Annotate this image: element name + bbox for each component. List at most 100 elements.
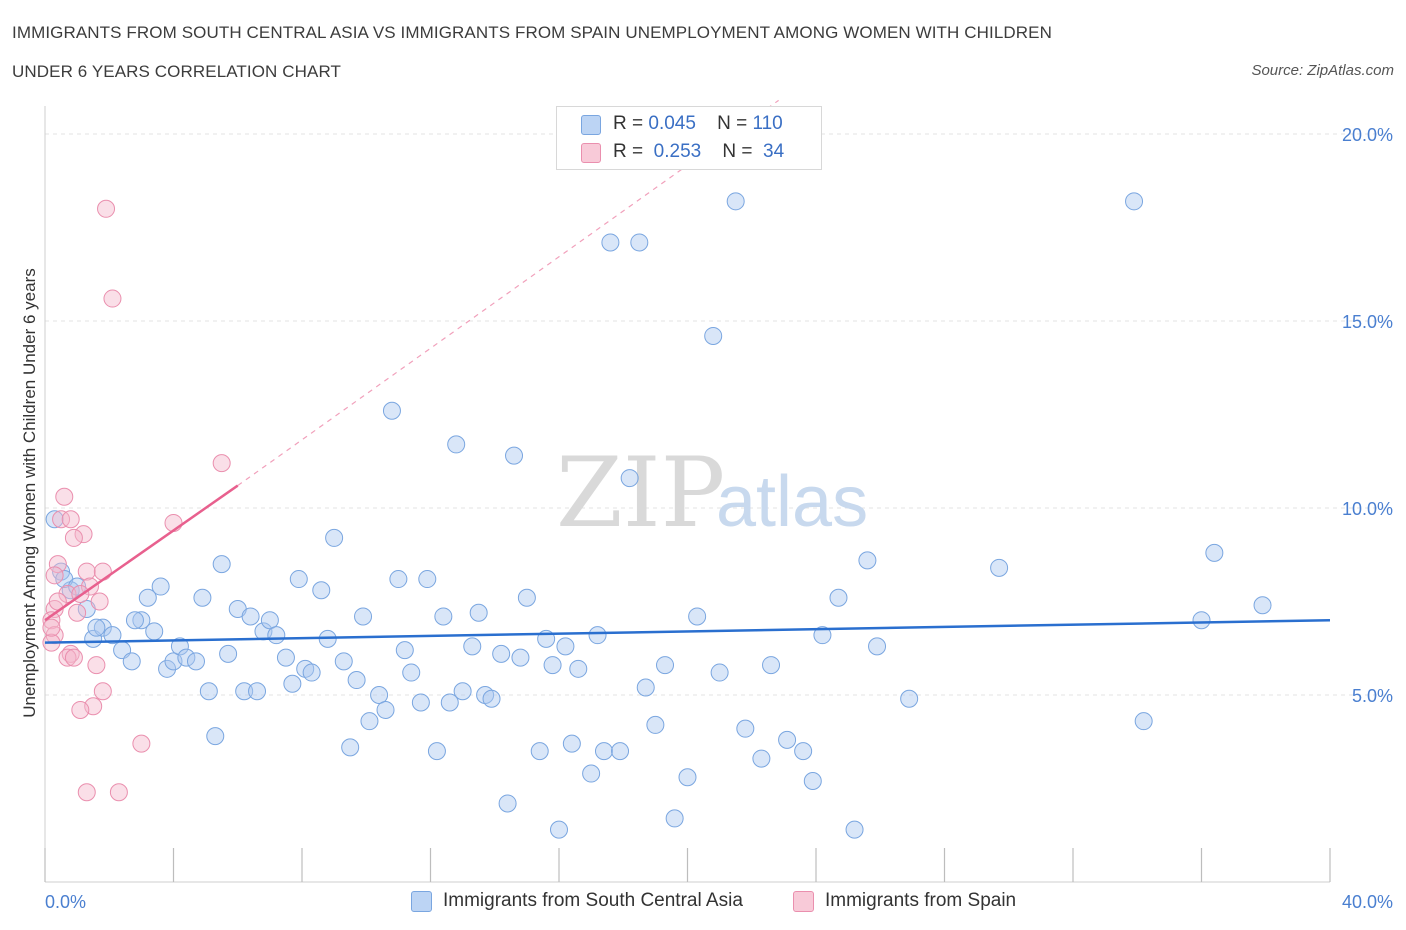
data-point-south-central-asia — [170, 637, 189, 656]
trend-line-spain — [44, 484, 239, 622]
trend-lines — [44, 99, 1331, 644]
data-point-south-central-asia — [1134, 712, 1153, 731]
data-point-south-central-asia — [517, 588, 536, 607]
data-point-spain — [164, 513, 183, 532]
data-point-south-central-asia — [630, 233, 649, 252]
legend-text-blue: R = 0.045 N = 110 — [613, 111, 783, 137]
data-point-south-central-asia — [132, 611, 151, 630]
data-point-south-central-asia — [206, 727, 225, 746]
data-point-south-central-asia — [482, 689, 501, 708]
data-point-south-central-asia — [302, 663, 321, 682]
data-point-south-central-asia — [248, 682, 267, 701]
data-point-south-central-asia — [193, 588, 212, 607]
tick-labels: 5.0% 10.0% 15.0% 20.0% 0.0% 40.0% — [45, 125, 1393, 912]
series-spain — [42, 199, 231, 802]
data-point-south-central-asia — [469, 603, 488, 622]
data-point-south-central-asia — [312, 581, 331, 600]
legend-label-south-central-asia: Immigrants from South Central Asia — [443, 890, 743, 911]
data-point-south-central-asia — [276, 648, 295, 667]
data-point-south-central-asia — [453, 682, 472, 701]
data-point-spain — [109, 783, 128, 802]
data-point-south-central-asia — [582, 764, 601, 783]
data-point-south-central-asia — [370, 686, 389, 704]
data-point-south-central-asia — [868, 637, 887, 656]
data-point-south-central-asia — [376, 700, 395, 719]
data-point-south-central-asia — [556, 637, 575, 656]
data-point-south-central-asia — [511, 648, 530, 667]
legend-n-blue: 110 — [752, 113, 783, 134]
data-point-south-central-asia — [212, 555, 231, 574]
data-point-south-central-asia — [900, 689, 919, 708]
y-tick-label: 10.0% — [1342, 499, 1393, 519]
data-point-south-central-asia — [382, 401, 401, 420]
data-point-south-central-asia — [588, 626, 607, 645]
data-point-south-central-asia — [752, 749, 771, 768]
data-point-south-central-asia — [199, 682, 218, 701]
data-point-south-central-asia — [347, 671, 366, 690]
data-point-spain — [42, 611, 61, 630]
data-point-south-central-asia — [778, 730, 797, 749]
data-point-south-central-asia — [289, 570, 308, 589]
data-point-south-central-asia — [1205, 543, 1224, 562]
y-tick-label: 20.0% — [1342, 125, 1393, 145]
data-point-south-central-asia — [87, 618, 106, 637]
correlation-legend: R = 0.045 N = 110 R = 0.253 N = 34 — [556, 106, 822, 170]
data-point-spain — [52, 510, 71, 529]
data-point-spain — [132, 734, 151, 753]
data-point-south-central-asia — [688, 607, 707, 626]
data-point-south-central-asia — [813, 626, 832, 645]
data-point-south-central-asia — [125, 611, 144, 630]
data-point-south-central-asia — [492, 644, 511, 663]
data-point-south-central-asia — [803, 772, 822, 791]
data-point-south-central-asia — [726, 192, 745, 211]
data-point-south-central-asia — [550, 820, 568, 839]
data-point-south-central-asia — [389, 570, 408, 589]
data-point-spain — [87, 656, 106, 675]
data-point-south-central-asia — [411, 693, 430, 712]
data-point-spain — [45, 566, 64, 585]
data-point-south-central-asia — [463, 637, 482, 656]
data-point-south-central-asia — [427, 742, 446, 761]
data-point-spain — [90, 592, 109, 611]
x-tick-label-max: 40.0% — [1342, 892, 1393, 912]
data-point-spain — [97, 199, 116, 218]
data-point-south-central-asia — [845, 820, 864, 839]
y-tick-label: 15.0% — [1342, 312, 1393, 332]
data-point-south-central-asia — [829, 588, 848, 607]
legend-r-label-pink: R = — [613, 141, 644, 162]
data-point-spain — [55, 487, 74, 506]
legend-swatch-pink — [581, 143, 601, 163]
data-point-spain — [61, 510, 80, 529]
data-point-south-central-asia — [334, 652, 353, 671]
data-point-south-central-asia — [260, 611, 279, 630]
data-point-spain — [93, 682, 112, 701]
data-point-spain — [64, 528, 83, 547]
data-point-south-central-asia — [45, 510, 64, 529]
data-point-south-central-asia — [235, 682, 254, 701]
data-point-south-central-asia — [646, 715, 665, 734]
legend-r-blue: 0.045 — [648, 113, 696, 134]
data-point-south-central-asia — [498, 794, 517, 813]
trend-line-south-central-asia — [44, 618, 1331, 644]
data-point-south-central-asia — [710, 663, 729, 682]
chart-title-line1: IMMIGRANTS FROM SOUTH CENTRAL ASIA VS IM… — [12, 23, 1052, 42]
data-point-spain — [42, 618, 61, 637]
data-point-south-central-asia — [241, 607, 260, 626]
data-point-south-central-asia — [736, 719, 755, 738]
data-point-south-central-asia — [158, 659, 177, 678]
data-point-south-central-asia — [325, 528, 344, 547]
data-point-south-central-asia — [990, 558, 1009, 577]
data-point-south-central-asia — [1125, 192, 1144, 211]
legend-r-label-blue: R = — [613, 113, 644, 134]
data-point-spain — [58, 648, 77, 667]
data-point-spain — [77, 562, 96, 581]
data-point-south-central-asia — [145, 622, 164, 641]
data-point-spain — [103, 289, 122, 308]
chart-title-line2: UNDER 6 YEARS CORRELATION CHART — [12, 62, 341, 81]
legend-r-pink: 0.253 — [653, 141, 702, 162]
data-point-south-central-asia — [636, 678, 655, 697]
watermark-atlas: atlas — [716, 462, 868, 542]
watermark-zip: ZIP — [556, 437, 725, 549]
data-point-spain — [68, 603, 87, 622]
